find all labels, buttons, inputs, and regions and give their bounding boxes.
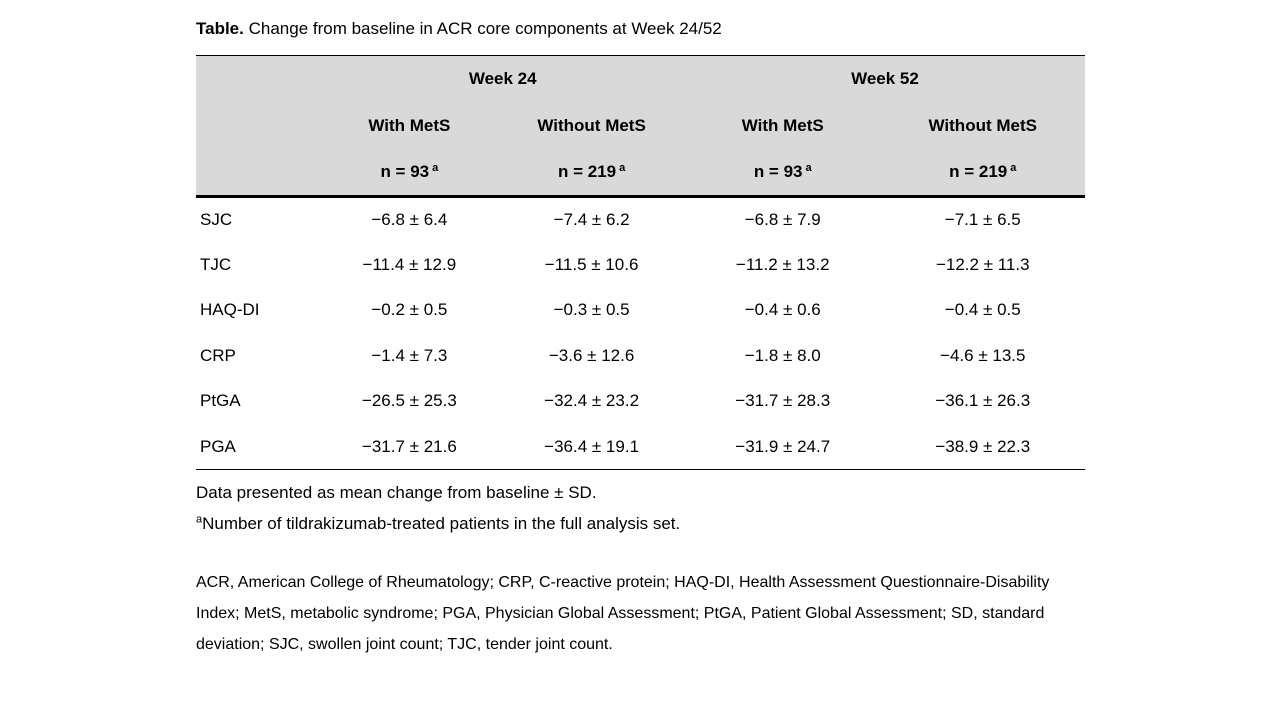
data-cell: −3.6 ± 12.6 — [548, 345, 635, 365]
footnote-marker-a: a — [432, 161, 439, 174]
data-cell: −1.4 ± 7.3 — [371, 345, 448, 365]
data-cell: −12.2 ± 11.3 — [935, 254, 1030, 274]
footnote-a: aNumber of tildrakizumab-treated patient… — [196, 508, 1085, 539]
week52-group-header: Week 52 — [684, 55, 1085, 103]
column-header-week52-with-mets: With MetS — [684, 102, 881, 150]
table-row-crp: CRP −1.4 ± 7.3 −3.6 ± 12.6 −1.8 ± 8.0 −4… — [196, 333, 1085, 379]
data-cell: −26.5 ± 25.3 — [361, 391, 457, 411]
data-cell: −11.4 ± 12.9 — [362, 254, 457, 274]
footnote-marker-a: a — [1010, 161, 1017, 174]
footnote-a-marker: a — [196, 513, 203, 526]
column-header-week24-with-mets: With MetS — [320, 102, 499, 150]
table-title-label: Table. — [196, 19, 244, 38]
row-label-haqdi: HAQ-DI — [200, 300, 260, 320]
table-row-haqdi: HAQ-DI −0.2 ± 0.5 −0.3 ± 0.5 −0.4 ± 0.6 … — [196, 288, 1085, 334]
corner-cell — [196, 55, 321, 103]
table-row-pga: PGA −31.7 ± 21.6 −36.4 ± 19.1 −31.9 ± 24… — [196, 424, 1085, 470]
data-cell: −36.1 ± 26.3 — [935, 391, 1031, 411]
footnote-marker-a: a — [619, 161, 626, 174]
data-cell: −11.5 ± 10.6 — [544, 254, 639, 274]
column-header-week52-without-mets: Without MetS — [880, 102, 1085, 150]
abbreviations-paragraph: ACR, American College of Rheumatology; C… — [196, 574, 1050, 653]
n-count-cell: n = 93 a — [684, 149, 881, 198]
table-row-sjc: SJC −6.8 ± 6.4 −7.4 ± 6.2 −6.8 ± 7.9 −7.… — [196, 197, 1085, 243]
week24-group-header: Week 24 — [320, 55, 685, 103]
table-title-text: Change from baseline in ACR core compone… — [248, 19, 722, 38]
data-cell: −38.9 ± 22.3 — [935, 436, 1031, 456]
data-cell: −7.1 ± 6.5 — [944, 210, 1021, 229]
footnote-data-presented: Data presented as mean change from basel… — [196, 483, 597, 502]
data-cell: −0.3 ± 0.5 — [553, 300, 630, 320]
row-label-sjc: SJC — [200, 210, 233, 229]
data-cell: −31.7 ± 21.6 — [361, 436, 457, 456]
footnote-a-text: Number of tildrakizumab-treated patients… — [202, 514, 681, 533]
mets-subheader-row: With MetS Without MetS With MetS Without… — [196, 102, 1085, 150]
data-cell: −6.8 ± 6.4 — [371, 210, 448, 229]
row-label-ptga: PtGA — [200, 391, 241, 411]
footnote-marker-a: a — [805, 161, 812, 174]
data-cell: −32.4 ± 23.2 — [544, 391, 640, 411]
table-body: SJC −6.8 ± 6.4 −7.4 ± 6.2 −6.8 ± 7.9 −7.… — [196, 197, 1085, 470]
data-cell: −36.4 ± 19.1 — [544, 436, 640, 456]
data-cell: −7.4 ± 6.2 — [553, 210, 630, 229]
table-title: Table. Change from baseline in ACR core … — [196, 18, 1085, 40]
n-count-cell: n = 219 a — [880, 149, 1085, 198]
n-count-cell: n = 93 a — [320, 149, 499, 198]
data-cell: −0.2 ± 0.5 — [371, 300, 448, 320]
data-cell: −11.2 ± 13.2 — [735, 254, 830, 274]
n-count-cell: n = 219 a — [498, 149, 685, 198]
data-cell: −0.4 ± 0.5 — [944, 300, 1021, 320]
corner-cell — [196, 149, 321, 198]
document: Table. Change from baseline in ACR core … — [196, 18, 1085, 660]
acr-components-table: Week 24 Week 52 With MetS Without MetS W… — [196, 55, 1085, 470]
data-cell: −4.6 ± 13.5 — [940, 345, 1026, 365]
week-group-row: Week 24 Week 52 — [196, 55, 1085, 103]
row-label-crp: CRP — [200, 345, 236, 365]
data-cell: −1.8 ± 8.0 — [744, 345, 821, 365]
data-cell: −0.4 ± 0.6 — [744, 300, 821, 320]
data-cell: −31.9 ± 24.7 — [735, 436, 831, 456]
data-cell: −6.8 ± 7.9 — [744, 210, 821, 229]
row-label-tjc: TJC — [200, 254, 232, 274]
table-header: Week 24 Week 52 With MetS Without MetS W… — [196, 55, 1085, 198]
corner-cell — [196, 102, 321, 150]
data-cell: −31.7 ± 28.3 — [735, 391, 831, 411]
n-count-row: n = 93 a n = 219 a n = 93 a n = 219 a — [196, 149, 1085, 198]
row-label-pga: PGA — [200, 436, 236, 456]
column-header-week24-without-mets: Without MetS — [498, 102, 685, 150]
footnotes-section: Data presented as mean change from basel… — [196, 477, 1085, 660]
table-row-ptga: PtGA −26.5 ± 25.3 −32.4 ± 23.2 −31.7 ± 2… — [196, 379, 1085, 425]
table-row-tjc: TJC −11.4 ± 12.9 −11.5 ± 10.6 −11.2 ± 13… — [196, 242, 1085, 288]
